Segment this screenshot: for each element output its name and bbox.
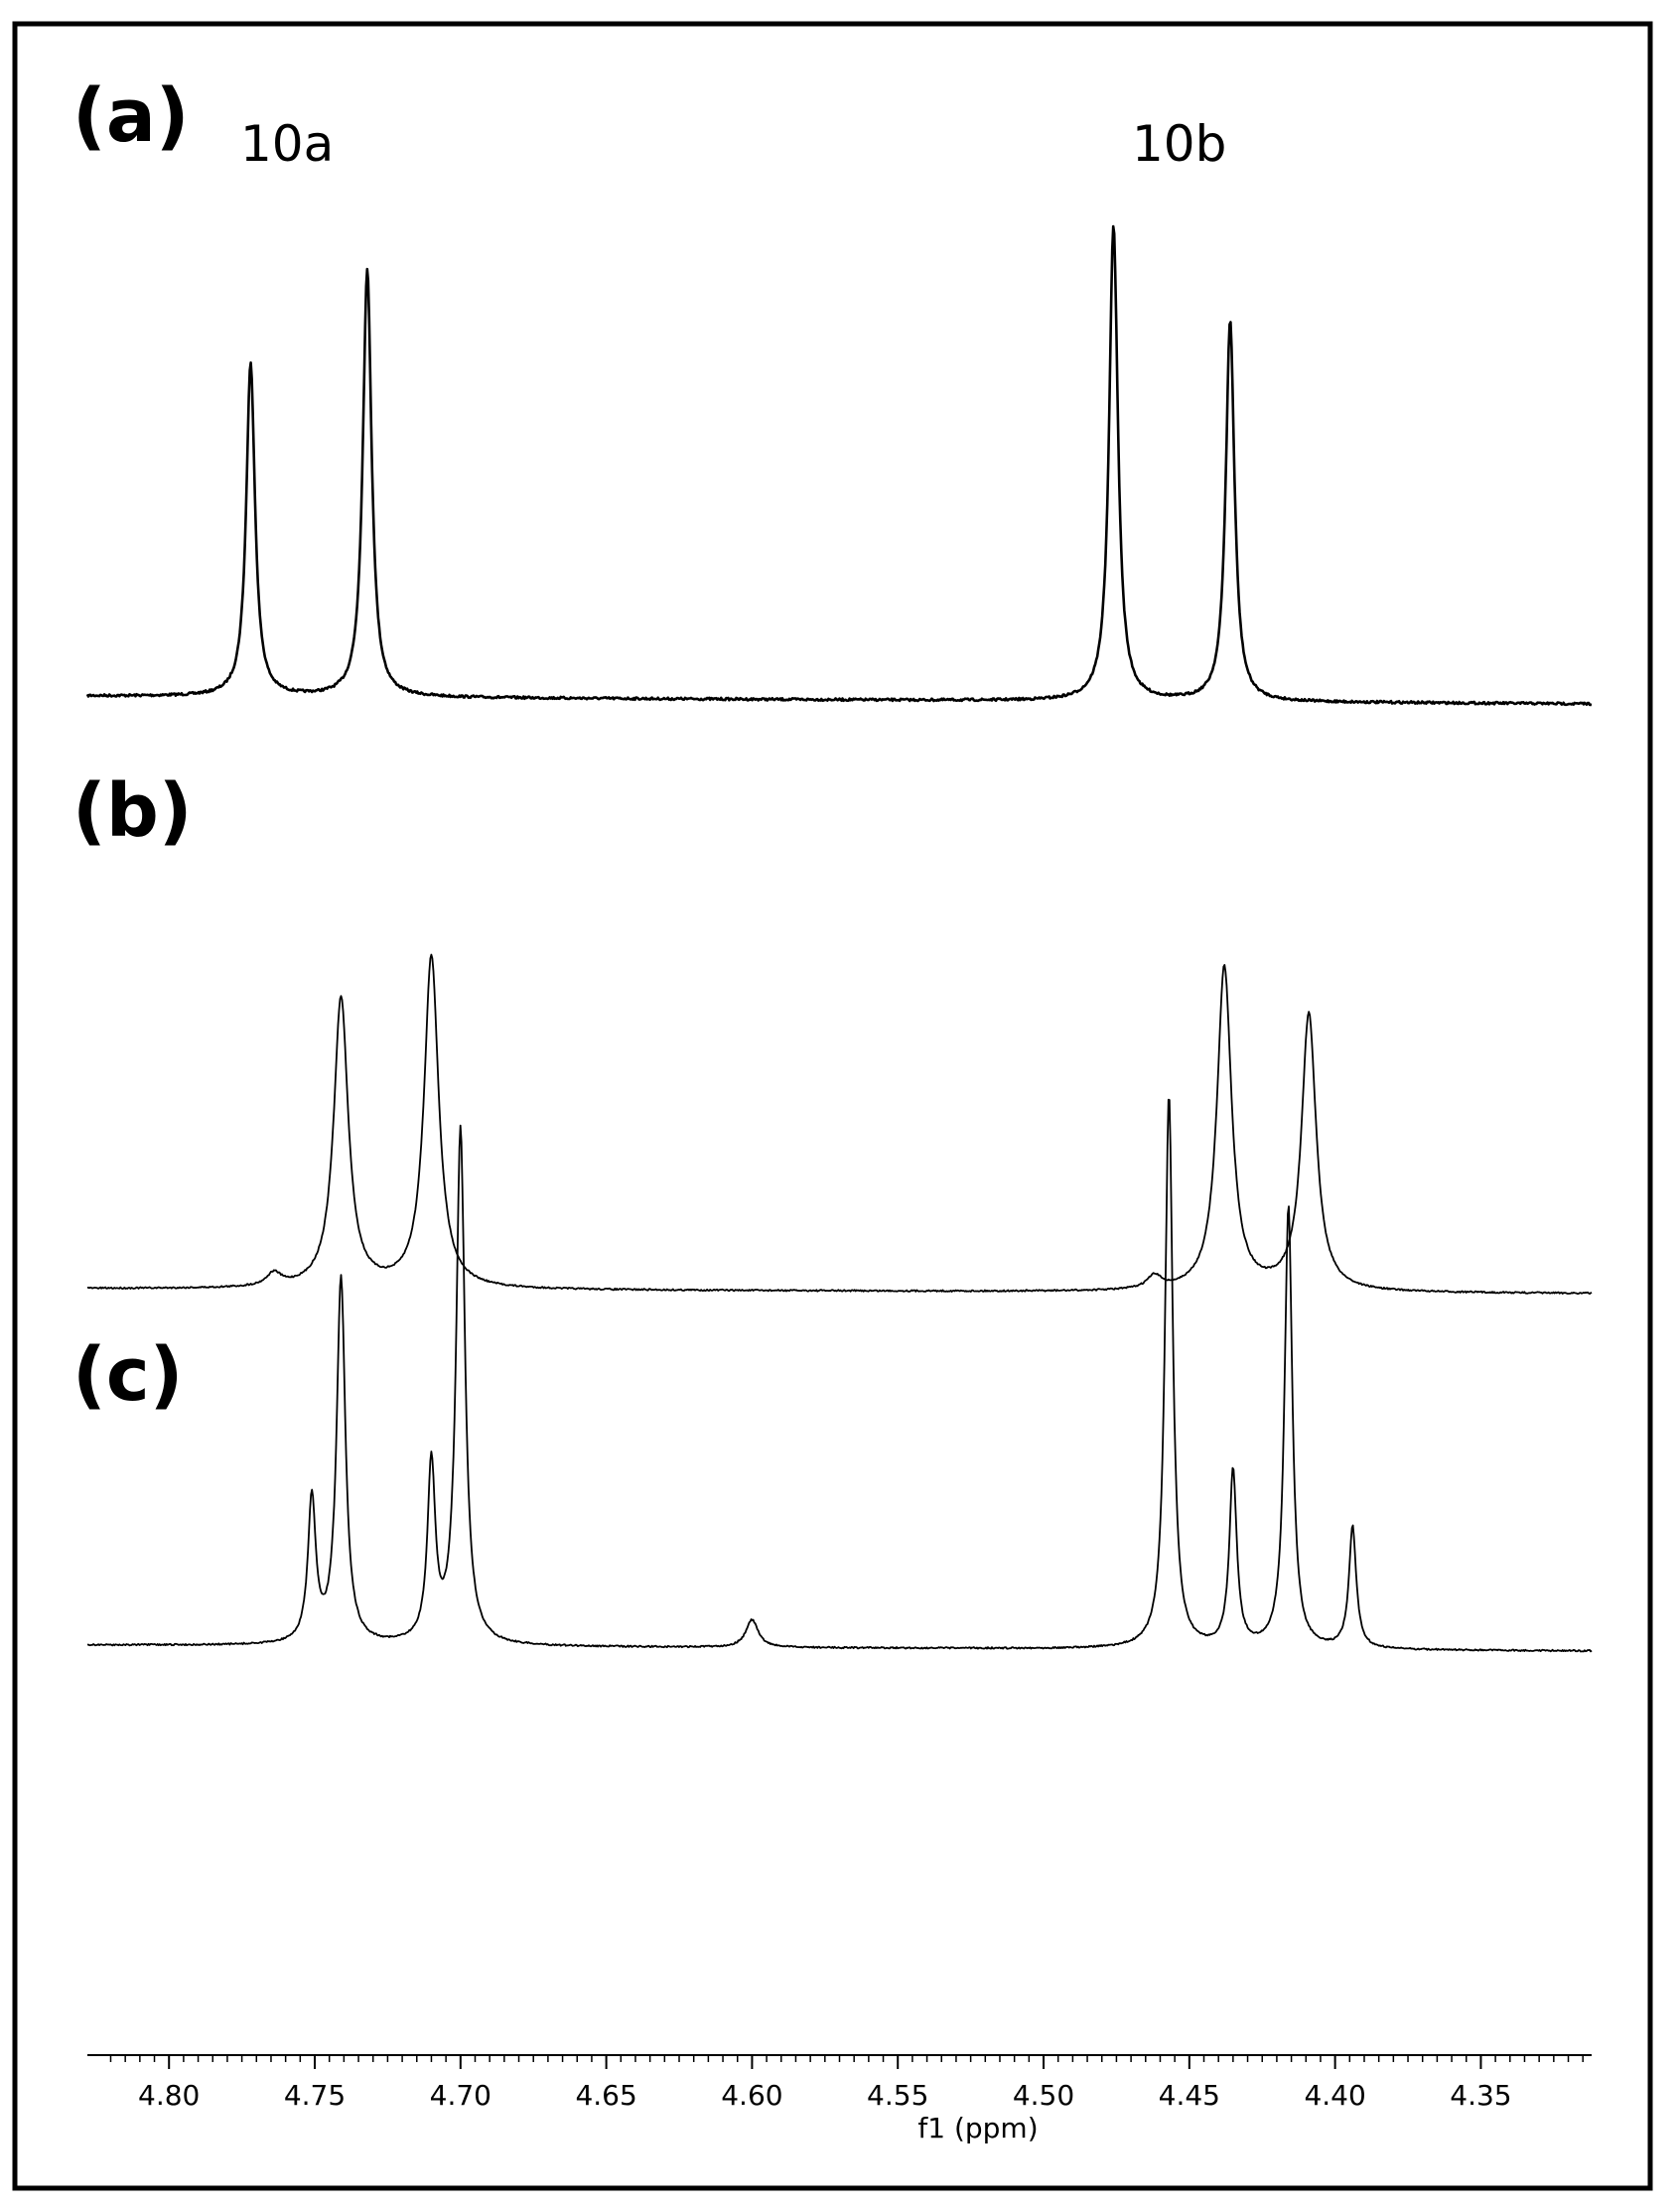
x-axis-title: f1 (ppm) — [917, 2112, 1038, 2144]
x-tick-label: 4.35 — [1450, 2079, 1511, 2112]
x-tick-label: 4.70 — [430, 2079, 491, 2112]
panel-c: (c) — [72, 1098, 1593, 1653]
peak-label-10b: 10b — [1132, 115, 1226, 173]
x-tick-label: 4.60 — [721, 2079, 782, 2112]
x-tick-label: 4.50 — [1013, 2079, 1074, 2112]
x-tick-label: 4.65 — [575, 2079, 636, 2112]
panel-c-label: (c) — [72, 1332, 184, 1418]
peak-label-10a: 10a — [240, 115, 334, 173]
spectrum-trace-a — [85, 224, 1593, 707]
panel-a-label: (a) — [72, 73, 190, 159]
panel-a: (a) 10a 10b — [72, 73, 1593, 707]
x-tick-label: 4.80 — [138, 2079, 200, 2112]
x-tick-label: 4.45 — [1159, 2079, 1220, 2112]
spectrum-trace-b — [86, 953, 1593, 1295]
x-tick-label: 4.75 — [284, 2079, 346, 2112]
x-axis-major-ticks: 4.80 4.75 4.70 4.65 4.60 4.55 4.50 4.45 4.40 4.35 — [138, 2055, 1512, 2112]
panel-b-label: (b) — [72, 768, 193, 854]
x-tick-label: 4.55 — [867, 2079, 928, 2112]
figure-frame — [12, 21, 1653, 2191]
panel-b: (b) — [72, 768, 1593, 1295]
spectrum-trace-c — [86, 1098, 1593, 1653]
x-axis: 4.80 4.75 4.70 4.65 4.60 4.55 4.50 4.45 4.40 4.35… — [87, 2054, 1592, 2144]
x-tick-label: 4.40 — [1304, 2079, 1365, 2112]
